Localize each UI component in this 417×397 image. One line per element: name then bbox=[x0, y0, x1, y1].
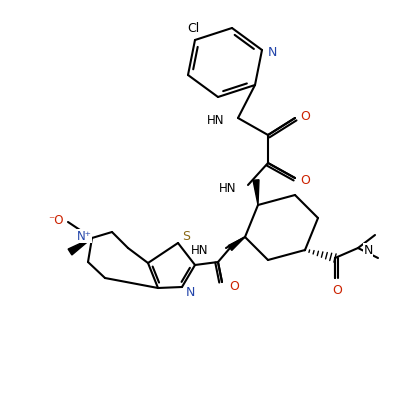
Text: ⁻O: ⁻O bbox=[48, 214, 64, 227]
Text: N: N bbox=[185, 287, 195, 299]
Text: N⁺: N⁺ bbox=[77, 229, 91, 243]
Text: N: N bbox=[267, 46, 277, 58]
Polygon shape bbox=[253, 180, 259, 205]
Text: O: O bbox=[229, 281, 239, 293]
Text: HN: HN bbox=[206, 114, 224, 127]
Polygon shape bbox=[68, 238, 92, 255]
Text: HN: HN bbox=[191, 243, 208, 256]
Polygon shape bbox=[228, 237, 245, 251]
Text: HN: HN bbox=[219, 181, 236, 195]
Text: O: O bbox=[332, 283, 342, 297]
Text: S: S bbox=[182, 231, 190, 243]
Text: Cl: Cl bbox=[187, 21, 199, 35]
Text: O: O bbox=[300, 110, 310, 123]
Text: N: N bbox=[363, 243, 373, 256]
Text: O: O bbox=[300, 173, 310, 187]
